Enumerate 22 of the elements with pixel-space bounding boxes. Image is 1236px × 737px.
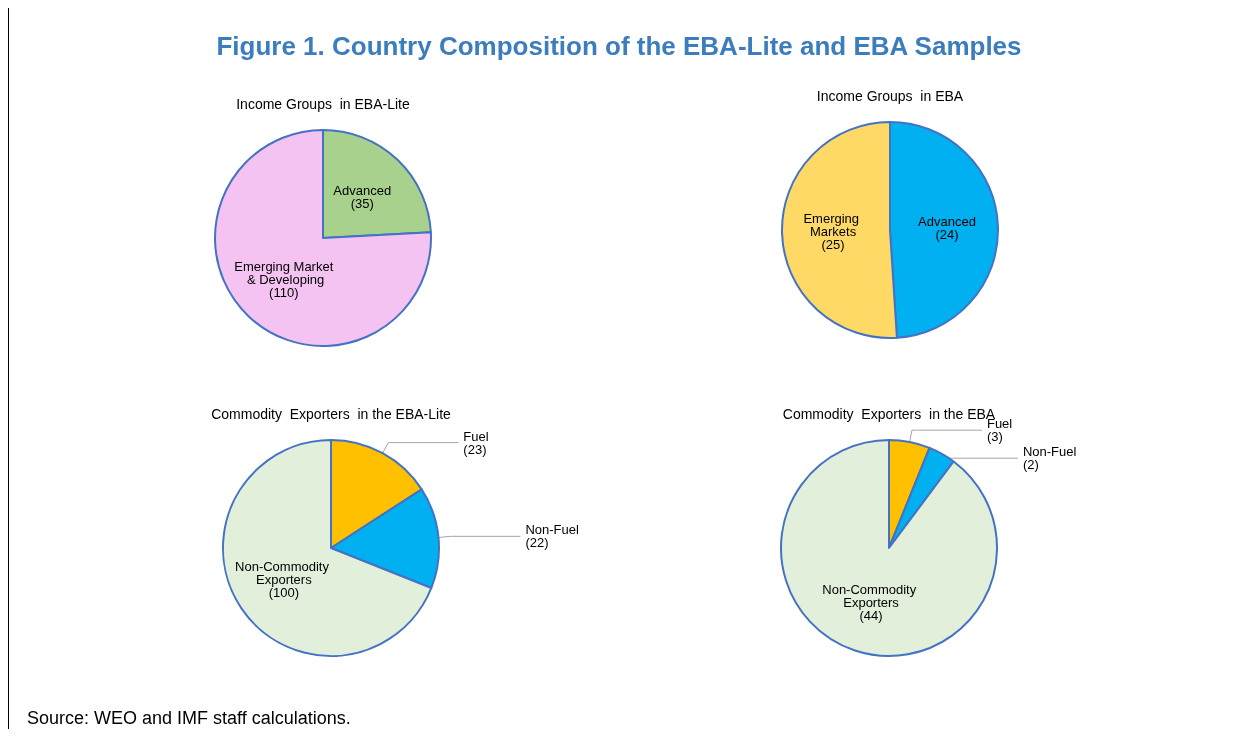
chart-title: Commodity Exporters in the EBA-Lite xyxy=(211,406,452,422)
slice-label: Fuel xyxy=(463,428,489,444)
slice-label: Non-Commodity Exporters xyxy=(235,559,333,588)
slice-label: Non-Fuel xyxy=(525,522,580,538)
slice-label: Non-Fuel xyxy=(1022,444,1077,460)
data-label: (22) xyxy=(525,535,549,551)
data-label: (35) xyxy=(350,195,374,211)
data-label: (3) xyxy=(986,429,1003,445)
chart-title: Income Groups in EBA xyxy=(816,88,964,104)
data-label: (24) xyxy=(935,227,959,243)
slice-label: Advanced xyxy=(918,214,976,230)
data-label: (110) xyxy=(269,284,299,300)
slice-label: Emerging Markets xyxy=(803,211,863,240)
data-label: (2) xyxy=(1022,457,1039,473)
slice-label: Non-Commodity Exporters xyxy=(822,581,920,610)
chart-title: Income Groups in EBA-Lite xyxy=(236,96,410,112)
data-label: (23) xyxy=(463,441,487,457)
data-label: (25) xyxy=(821,237,845,253)
slice-label: Emerging Market & Developing xyxy=(234,258,334,287)
text: Figure 1. Country Composition of the EBA-Lite and EBA Samples xyxy=(216,31,1022,61)
slice-label: Advanced xyxy=(333,182,392,198)
source-note: Source: WEO and IMF staff calculations. xyxy=(27,708,351,728)
